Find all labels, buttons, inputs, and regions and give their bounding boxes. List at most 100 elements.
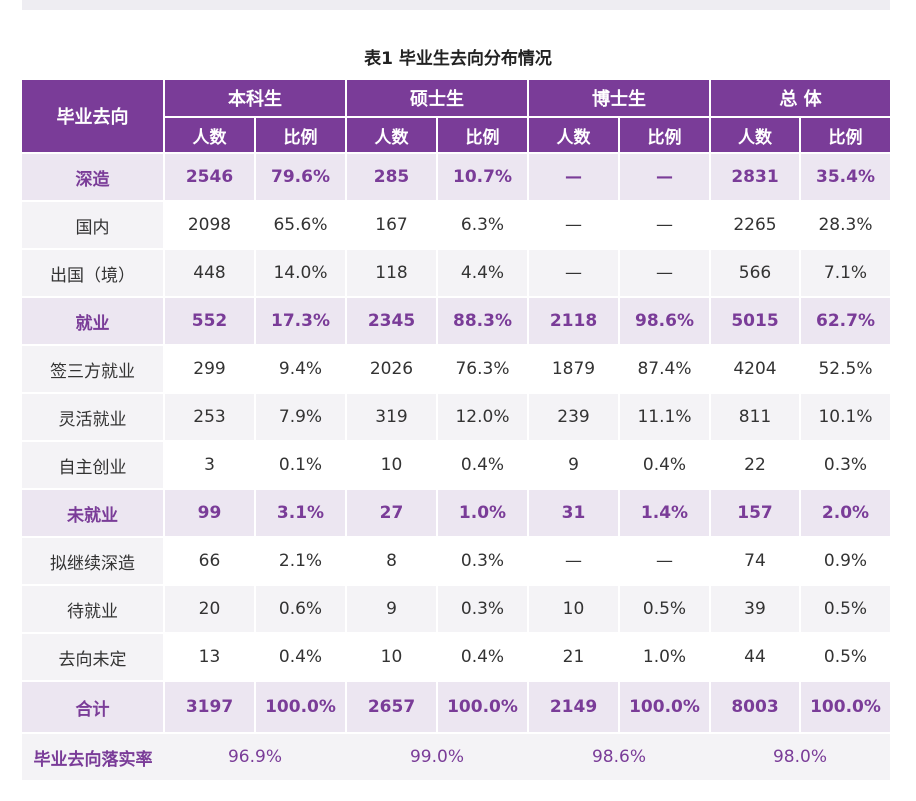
count-cell: 22 <box>710 441 801 490</box>
row-label: 灵活就业 <box>22 393 165 442</box>
count-cell: 10 <box>346 633 438 682</box>
count-cell: 2118 <box>528 297 620 346</box>
ratio-cell: 1.4% <box>619 489 711 538</box>
ratio-cell: 76.3% <box>437 345 529 394</box>
header-sub-count: 人数 <box>710 117 801 154</box>
header-sub-ratio: 比例 <box>800 117 890 154</box>
row-label: 出国（境） <box>22 249 165 298</box>
count-cell: 239 <box>528 393 620 442</box>
header-row-groups: 毕业去向 本科生 硕士生 博士生 总 体 <box>22 80 890 154</box>
count-cell: 10 <box>528 585 620 634</box>
ratio-cell: 4.4% <box>437 249 529 298</box>
ratio-cell: 6.3% <box>437 201 529 250</box>
count-cell: 39 <box>710 585 801 634</box>
category-row: 深造 2546 79.6% 285 10.7% — —2831 35.4% <box>22 153 890 202</box>
count-cell: 4204 <box>710 345 801 394</box>
ratio-cell: — <box>619 249 711 298</box>
ratio-cell: 10.1% <box>800 393 890 442</box>
header-row-label: 毕业去向 <box>22 80 165 154</box>
count-cell: — <box>528 201 620 250</box>
row-label: 就业 <box>22 297 165 346</box>
row-label: 合计 <box>22 681 165 734</box>
count-cell: 74 <box>710 537 801 586</box>
count-cell: — <box>528 153 620 202</box>
ratio-cell: 17.3% <box>255 297 347 346</box>
count-cell: 10 <box>346 441 438 490</box>
ratio-cell: 0.9% <box>800 537 890 586</box>
count-cell: 2149 <box>528 681 620 734</box>
category-row: 未就业 99 3.1% 27 1.0% 31 1.4% 157 2.0% <box>22 489 890 538</box>
header-group-undergrad: 本科生 <box>164 80 347 118</box>
count-cell: 3197 <box>164 681 256 734</box>
row-label: 待就业 <box>22 585 165 634</box>
ratio-cell: 9.4% <box>255 345 347 394</box>
count-cell: 2265 <box>710 201 801 250</box>
count-cell: 2026 <box>346 345 438 394</box>
count-cell: 5015 <box>710 297 801 346</box>
count-cell: 31 <box>528 489 620 538</box>
placement-rate-master: 99.0% <box>346 733 528 780</box>
ratio-cell: 52.5% <box>800 345 890 394</box>
ratio-cell: 28.3% <box>800 201 890 250</box>
ratio-cell: 0.4% <box>437 441 529 490</box>
count-cell: 253 <box>164 393 256 442</box>
count-cell: 811 <box>710 393 801 442</box>
ratio-cell: 11.1% <box>619 393 711 442</box>
row-label: 国内 <box>22 201 165 250</box>
ratio-cell: 3.1% <box>255 489 347 538</box>
count-cell: 13 <box>164 633 256 682</box>
ratio-cell: 88.3% <box>437 297 529 346</box>
count-cell: 9 <box>528 441 620 490</box>
ratio-cell: 0.5% <box>800 633 890 682</box>
ratio-cell: 0.3% <box>800 441 890 490</box>
ratio-cell: 7.9% <box>255 393 347 442</box>
header-row-sub: 人数 比例 人数 比例 人数 比例 人数 比例 <box>22 117 890 154</box>
total-row: 合计 3197 100.0% 2657 100.0% 2149 100.0% 8003 100.… <box>22 681 890 734</box>
count-cell: 2345 <box>346 297 438 346</box>
ratio-cell: 1.0% <box>619 633 711 682</box>
category-row: 就业 552 17.3% 2345 88.3% 2118 98.6% 5015 62.7% <box>22 297 890 346</box>
placement-rate-doctor: 98.6% <box>528 733 710 780</box>
count-cell: 1879 <box>528 345 620 394</box>
table-row: 自主创业 3 0.1% 10 0.4% 9 0.4% 22 0.3% <box>22 441 890 490</box>
count-cell: 20 <box>164 585 256 634</box>
header-sub-count: 人数 <box>164 117 256 154</box>
ratio-cell: 62.7% <box>800 297 890 346</box>
count-cell: 21 <box>528 633 620 682</box>
ratio-cell: 2.0% <box>800 489 890 538</box>
ratio-cell: 0.4% <box>437 633 529 682</box>
header-sub-ratio: 比例 <box>255 117 347 154</box>
table-row: 签三方就业 299 9.4% 2026 76.3% 1879 87.4% 4204 52.5% <box>22 345 890 394</box>
header-sub-count: 人数 <box>346 117 438 154</box>
count-cell: 552 <box>164 297 256 346</box>
ratio-cell: 35.4% <box>800 153 890 202</box>
ratio-cell: 98.6% <box>619 297 711 346</box>
table-row: 拟继续深造 66 2.1% 8 0.3% — —74 0.9% <box>22 537 890 586</box>
count-cell: 27 <box>346 489 438 538</box>
ratio-cell: 0.5% <box>619 585 711 634</box>
count-cell: 99 <box>164 489 256 538</box>
row-label: 签三方就业 <box>22 345 165 394</box>
count-cell: 8003 <box>710 681 801 734</box>
ratio-cell: 100.0% <box>619 681 711 734</box>
count-cell: — <box>528 249 620 298</box>
ratio-cell: 100.0% <box>800 681 890 734</box>
count-cell: 157 <box>710 489 801 538</box>
count-cell: 2657 <box>346 681 438 734</box>
header-group-master: 硕士生 <box>346 80 529 118</box>
ratio-cell: 14.0% <box>255 249 347 298</box>
ratio-cell: 0.3% <box>437 585 529 634</box>
header-sub-ratio: 比例 <box>619 117 711 154</box>
ratio-cell: 0.5% <box>800 585 890 634</box>
count-cell: 8 <box>346 537 438 586</box>
header-group-doctor: 博士生 <box>528 80 711 118</box>
count-cell: 167 <box>346 201 438 250</box>
ratio-cell: 12.0% <box>437 393 529 442</box>
ratio-cell: 0.4% <box>255 633 347 682</box>
row-label: 去向未定 <box>22 633 165 682</box>
table-caption: 表1 毕业生去向分布情况 <box>364 49 552 69</box>
count-cell: 44 <box>710 633 801 682</box>
header-sub-count: 人数 <box>528 117 620 154</box>
ratio-cell: — <box>619 537 711 586</box>
table-row: 去向未定 13 0.4% 10 0.4% 21 1.0% 44 0.5% <box>22 633 890 682</box>
